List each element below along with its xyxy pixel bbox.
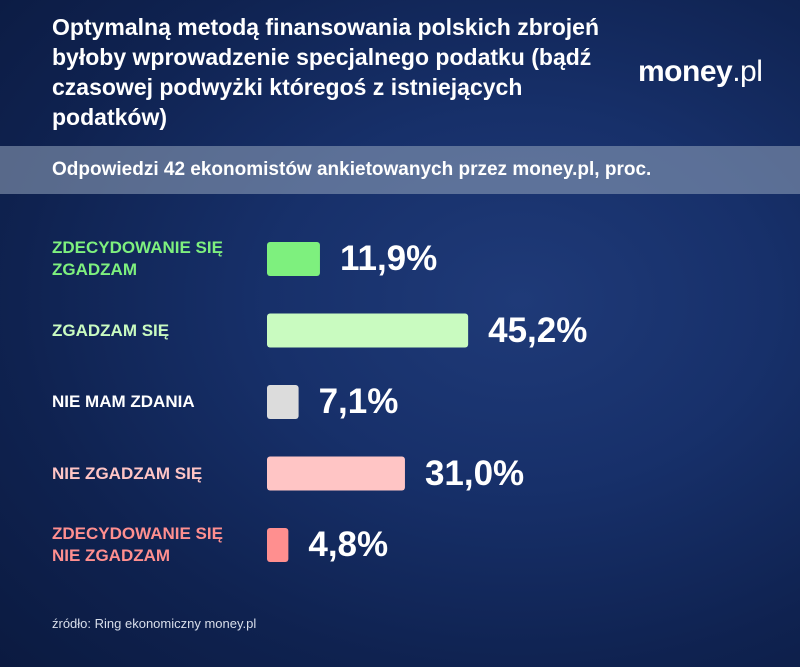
subtitle-band: Odpowiedzi 42 ekonomistów ankietowanych …	[0, 146, 800, 194]
brand-main: money	[638, 55, 733, 88]
value-label: 4,8%	[308, 525, 389, 564]
value-label: 31,0%	[424, 453, 525, 493]
value-label: 45,2%	[488, 310, 588, 350]
category-label: ZDECYDOWANIE SIĘ NIE ZGADZAM	[52, 524, 223, 565]
category-label: ZDECYDOWANIE SIĘ ZGADZAM	[52, 238, 223, 279]
bar	[267, 313, 469, 348]
source-note: źródło: Ring ekonomiczny money.pl	[52, 616, 257, 631]
chart-subtitle: Odpowiedzi 42 ekonomistów ankietowanych …	[52, 159, 652, 180]
brand-suffix: pl	[740, 55, 763, 88]
brand-dot: .	[732, 55, 741, 88]
category-label: NIE MAM ZDANIA	[52, 392, 195, 411]
value-label: 7,1%	[318, 382, 399, 421]
bar	[267, 385, 299, 419]
chart-title: Optymalną metodą finansowania polskich z…	[52, 14, 599, 130]
category-label: NIE ZGADZAM SIĘ	[52, 463, 203, 483]
category-label: ZGADZAM SIĘ	[52, 320, 170, 340]
bar	[267, 528, 289, 562]
bar	[267, 242, 320, 276]
brand-logo: money.pl	[638, 55, 763, 89]
value-label: 11,9%	[339, 239, 438, 278]
bar	[267, 456, 405, 491]
